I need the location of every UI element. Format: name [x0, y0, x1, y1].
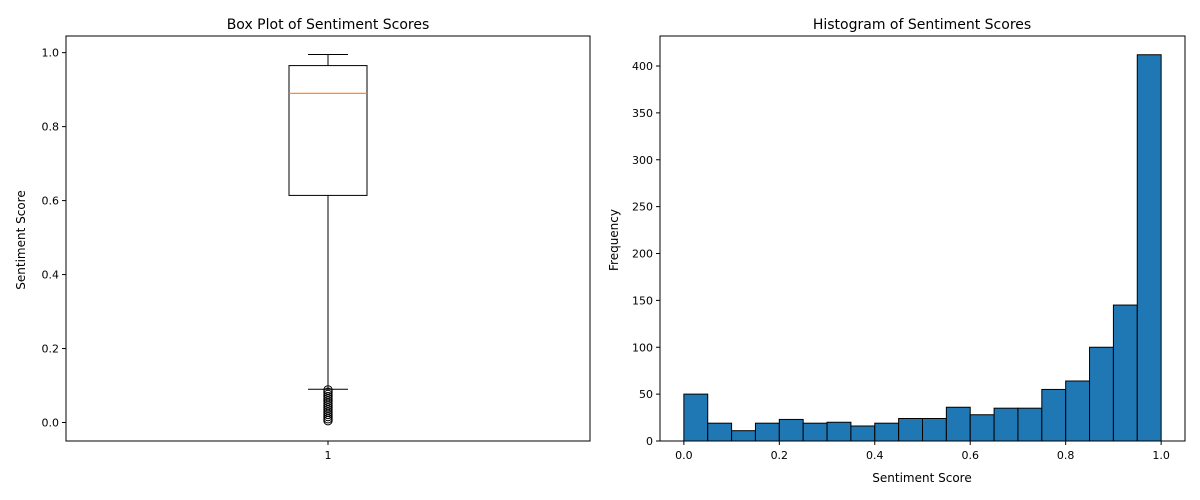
- interquartile-box: [288, 65, 368, 196]
- histogram-x-tick-label: 1.0: [1152, 449, 1170, 462]
- histogram-panel: Histogram of Sentiment Scores Frequency …: [607, 17, 1186, 485]
- histogram-title: Histogram of Sentiment Scores: [813, 17, 1031, 33]
- box-plot-y-tick-label: 0.2: [42, 343, 60, 356]
- histogram-y-tick-label: 200: [632, 248, 653, 261]
- outlier-point: [323, 409, 333, 420]
- box-plot-x-tick-label: 1: [325, 449, 332, 462]
- box-plot-y-tick-label: 0.6: [42, 195, 60, 208]
- box-plot-y-tick-label: 0.0: [42, 417, 60, 430]
- histogram-bar: [945, 406, 971, 442]
- histogram-bars: [683, 54, 1162, 442]
- histogram-bar: [1041, 388, 1067, 442]
- box-plot-x-ticks: 1: [325, 441, 332, 462]
- outlier-point: [323, 415, 333, 426]
- box-plot-panel: Box Plot of Sentiment Scores Sentiment S…: [14, 17, 591, 462]
- histogram-bar: [898, 418, 923, 442]
- box-plot-title: Box Plot of Sentiment Scores: [227, 17, 430, 33]
- histogram-bar: [1065, 380, 1091, 442]
- box-plot-y-tick-label: 0.4: [42, 269, 60, 282]
- histogram-x-tick-label: 0.4: [866, 449, 884, 462]
- box-plot-marks: [288, 53, 368, 426]
- histogram-x-tick-label: 0.2: [771, 449, 789, 462]
- outlier-point: [323, 411, 333, 422]
- histogram-bar: [683, 393, 709, 442]
- histogram-x-tick-label: 0.6: [961, 449, 979, 462]
- histogram-bar: [1136, 54, 1162, 442]
- histogram-xlabel: Sentiment Score: [872, 471, 971, 485]
- histogram-bar: [850, 425, 876, 442]
- histogram-bar: [1112, 304, 1138, 442]
- histogram-bar: [754, 422, 780, 442]
- histogram-y-tick-label: 150: [632, 294, 653, 307]
- histogram-y-tick-label: 100: [632, 341, 653, 354]
- histogram-x-tick-label: 0.0: [675, 449, 693, 462]
- histogram-bar: [969, 414, 995, 442]
- histogram-y-tick-label: 250: [632, 201, 653, 214]
- histogram-bar: [1089, 346, 1114, 442]
- histogram-y-ticks: 0 50 100 150 200 250 300 350 400: [632, 60, 660, 448]
- histogram-x-tick-label: 0.8: [1057, 449, 1075, 462]
- box-plot-y-ticks: 0.0 0.2 0.4 0.6 0.8 1.0: [42, 47, 66, 430]
- histogram-bar: [778, 418, 804, 442]
- box-plot-axes-frame: [65, 35, 591, 442]
- histogram-bar: [826, 421, 852, 442]
- histogram-ylabel: Frequency: [607, 209, 621, 271]
- histogram-bar: [922, 418, 947, 442]
- histogram-y-tick-label: 50: [639, 388, 653, 401]
- histogram-y-tick-label: 300: [632, 154, 653, 167]
- box-plot-y-tick-label: 1.0: [42, 47, 60, 60]
- histogram-bar: [731, 430, 756, 442]
- box-plot-ylabel: Sentiment Score: [14, 190, 28, 289]
- histogram-bar: [874, 422, 900, 442]
- histogram-x-ticks: 0.0 0.2 0.4 0.6 0.8 1.0: [675, 441, 1170, 462]
- histogram-bar: [993, 407, 1019, 442]
- histogram-bar: [1017, 407, 1043, 442]
- box-plot-y-tick-label: 0.8: [42, 121, 60, 134]
- histogram-y-tick-label: 0: [646, 435, 653, 448]
- histogram-bar: [802, 422, 828, 442]
- histogram-y-tick-label: 350: [632, 107, 653, 120]
- histogram-bar: [707, 422, 733, 442]
- histogram-axes-frame: [659, 35, 1186, 442]
- histogram-y-tick-label: 400: [632, 60, 653, 73]
